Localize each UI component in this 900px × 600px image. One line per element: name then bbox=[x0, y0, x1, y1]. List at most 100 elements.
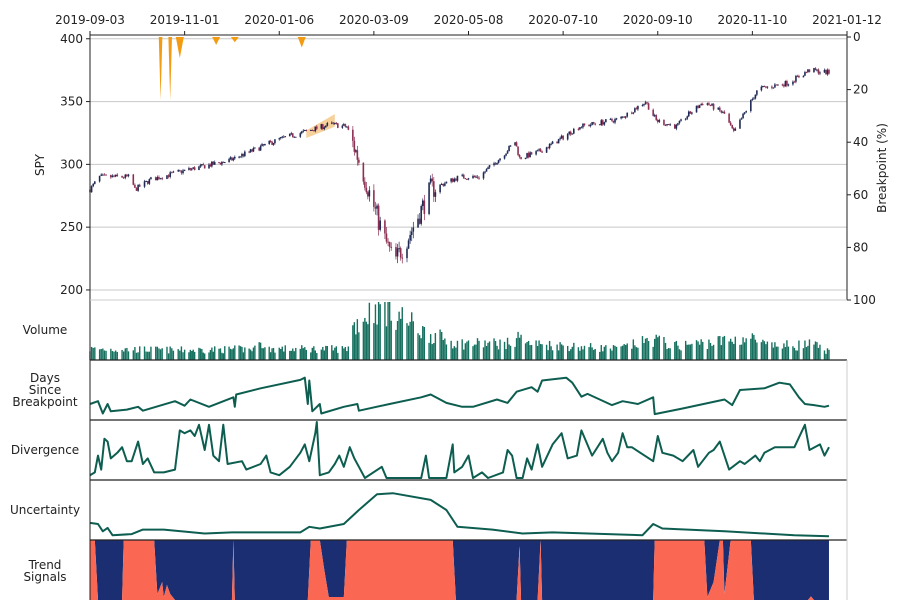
volume-bar bbox=[461, 339, 463, 360]
candle-body bbox=[166, 175, 168, 179]
volume-bar bbox=[551, 350, 554, 360]
candle-body bbox=[232, 158, 235, 161]
volume-bar bbox=[249, 349, 252, 360]
days-since-line bbox=[89, 376, 830, 416]
volume-bar bbox=[464, 343, 467, 360]
volume-bar bbox=[147, 351, 149, 360]
candle-body bbox=[201, 164, 203, 166]
candle-body bbox=[281, 136, 284, 138]
volume-bar bbox=[183, 349, 186, 360]
volume-bar bbox=[358, 332, 360, 360]
candle-body bbox=[582, 123, 584, 128]
volume-bar bbox=[311, 347, 313, 360]
candle-body bbox=[288, 133, 291, 137]
candle-body bbox=[124, 174, 127, 178]
x-tick-label: 2020-09-10 bbox=[623, 13, 693, 27]
candle-body bbox=[677, 123, 679, 125]
candle-body bbox=[150, 177, 152, 180]
candle-body bbox=[428, 182, 430, 214]
volume-bar bbox=[105, 350, 107, 360]
volume-bar bbox=[399, 318, 402, 360]
candle-body bbox=[290, 133, 293, 135]
candle-body bbox=[718, 107, 721, 111]
volume-bar bbox=[667, 348, 670, 360]
candle-body bbox=[444, 183, 446, 186]
volume-bar bbox=[475, 344, 477, 360]
candle-body bbox=[478, 177, 480, 179]
volume-bar bbox=[550, 346, 552, 360]
volume-bar bbox=[169, 346, 171, 360]
volume-bar bbox=[823, 350, 826, 360]
volume-bar bbox=[787, 346, 790, 360]
volume-bar bbox=[571, 346, 573, 360]
right-tick-label: 80 bbox=[853, 240, 868, 254]
candle-body bbox=[259, 146, 262, 151]
volume-bar bbox=[817, 347, 820, 360]
volume-bar bbox=[272, 347, 275, 360]
volume-bar bbox=[221, 352, 223, 360]
candle-body bbox=[475, 176, 477, 178]
candle-body bbox=[548, 144, 551, 149]
candle-body bbox=[568, 131, 571, 134]
volume-bar bbox=[258, 342, 260, 360]
volume-bar bbox=[442, 339, 444, 360]
candle-body bbox=[605, 119, 607, 123]
candle-body bbox=[272, 143, 275, 145]
volume-bar bbox=[420, 338, 422, 360]
candle-body bbox=[664, 125, 667, 127]
volume-bar bbox=[756, 342, 758, 360]
volume-bar bbox=[473, 344, 476, 360]
candle-body bbox=[635, 108, 638, 110]
volume-bar bbox=[398, 311, 400, 360]
candle-body bbox=[784, 81, 787, 87]
volume-bar bbox=[805, 347, 808, 360]
candle-body bbox=[520, 157, 522, 160]
volume-bar bbox=[192, 349, 194, 360]
candle-body bbox=[234, 156, 236, 159]
price-candles bbox=[89, 67, 830, 264]
volume-bar bbox=[653, 338, 656, 360]
candle-body bbox=[325, 125, 327, 128]
candle-body bbox=[795, 75, 797, 82]
candle-body bbox=[472, 175, 474, 179]
volume-bar bbox=[559, 342, 561, 360]
candle-body bbox=[121, 176, 123, 178]
volume-bar bbox=[637, 347, 639, 360]
volume-bar bbox=[274, 352, 276, 360]
candle-body bbox=[775, 84, 778, 86]
candle-body bbox=[451, 178, 454, 182]
candle-body bbox=[182, 170, 184, 174]
price-axis-ticks: 200 250 300 350 400 bbox=[60, 32, 90, 297]
candle-body bbox=[751, 99, 754, 101]
volume-bar bbox=[775, 346, 778, 360]
volume-bar bbox=[814, 341, 817, 360]
volume-bar bbox=[538, 340, 540, 360]
volume-bar bbox=[591, 347, 593, 360]
candle-body bbox=[421, 200, 424, 207]
volume-bar bbox=[557, 350, 560, 360]
candle-body bbox=[626, 112, 629, 117]
bearish-signal-area bbox=[90, 540, 829, 600]
volume-bar bbox=[505, 349, 507, 360]
volume-bar bbox=[614, 345, 616, 360]
candle-body bbox=[374, 206, 377, 209]
volume-bar bbox=[150, 346, 152, 360]
volume-bar bbox=[137, 352, 139, 360]
candle-body bbox=[473, 175, 476, 177]
candle-body bbox=[496, 163, 498, 165]
candle-body bbox=[695, 105, 698, 113]
volume-bar bbox=[621, 345, 624, 360]
volume-bar bbox=[156, 346, 159, 360]
volume-bar bbox=[706, 348, 709, 360]
volume-bar bbox=[702, 341, 704, 360]
volume-bar bbox=[110, 348, 112, 360]
volume-bar bbox=[611, 350, 613, 360]
volume-bar bbox=[326, 346, 329, 360]
candle-body bbox=[114, 174, 117, 177]
candle-body bbox=[300, 131, 303, 134]
volume-bar bbox=[535, 340, 537, 360]
volume-bar bbox=[222, 353, 225, 360]
volume-bar bbox=[396, 321, 399, 360]
volume-bar bbox=[148, 351, 151, 360]
